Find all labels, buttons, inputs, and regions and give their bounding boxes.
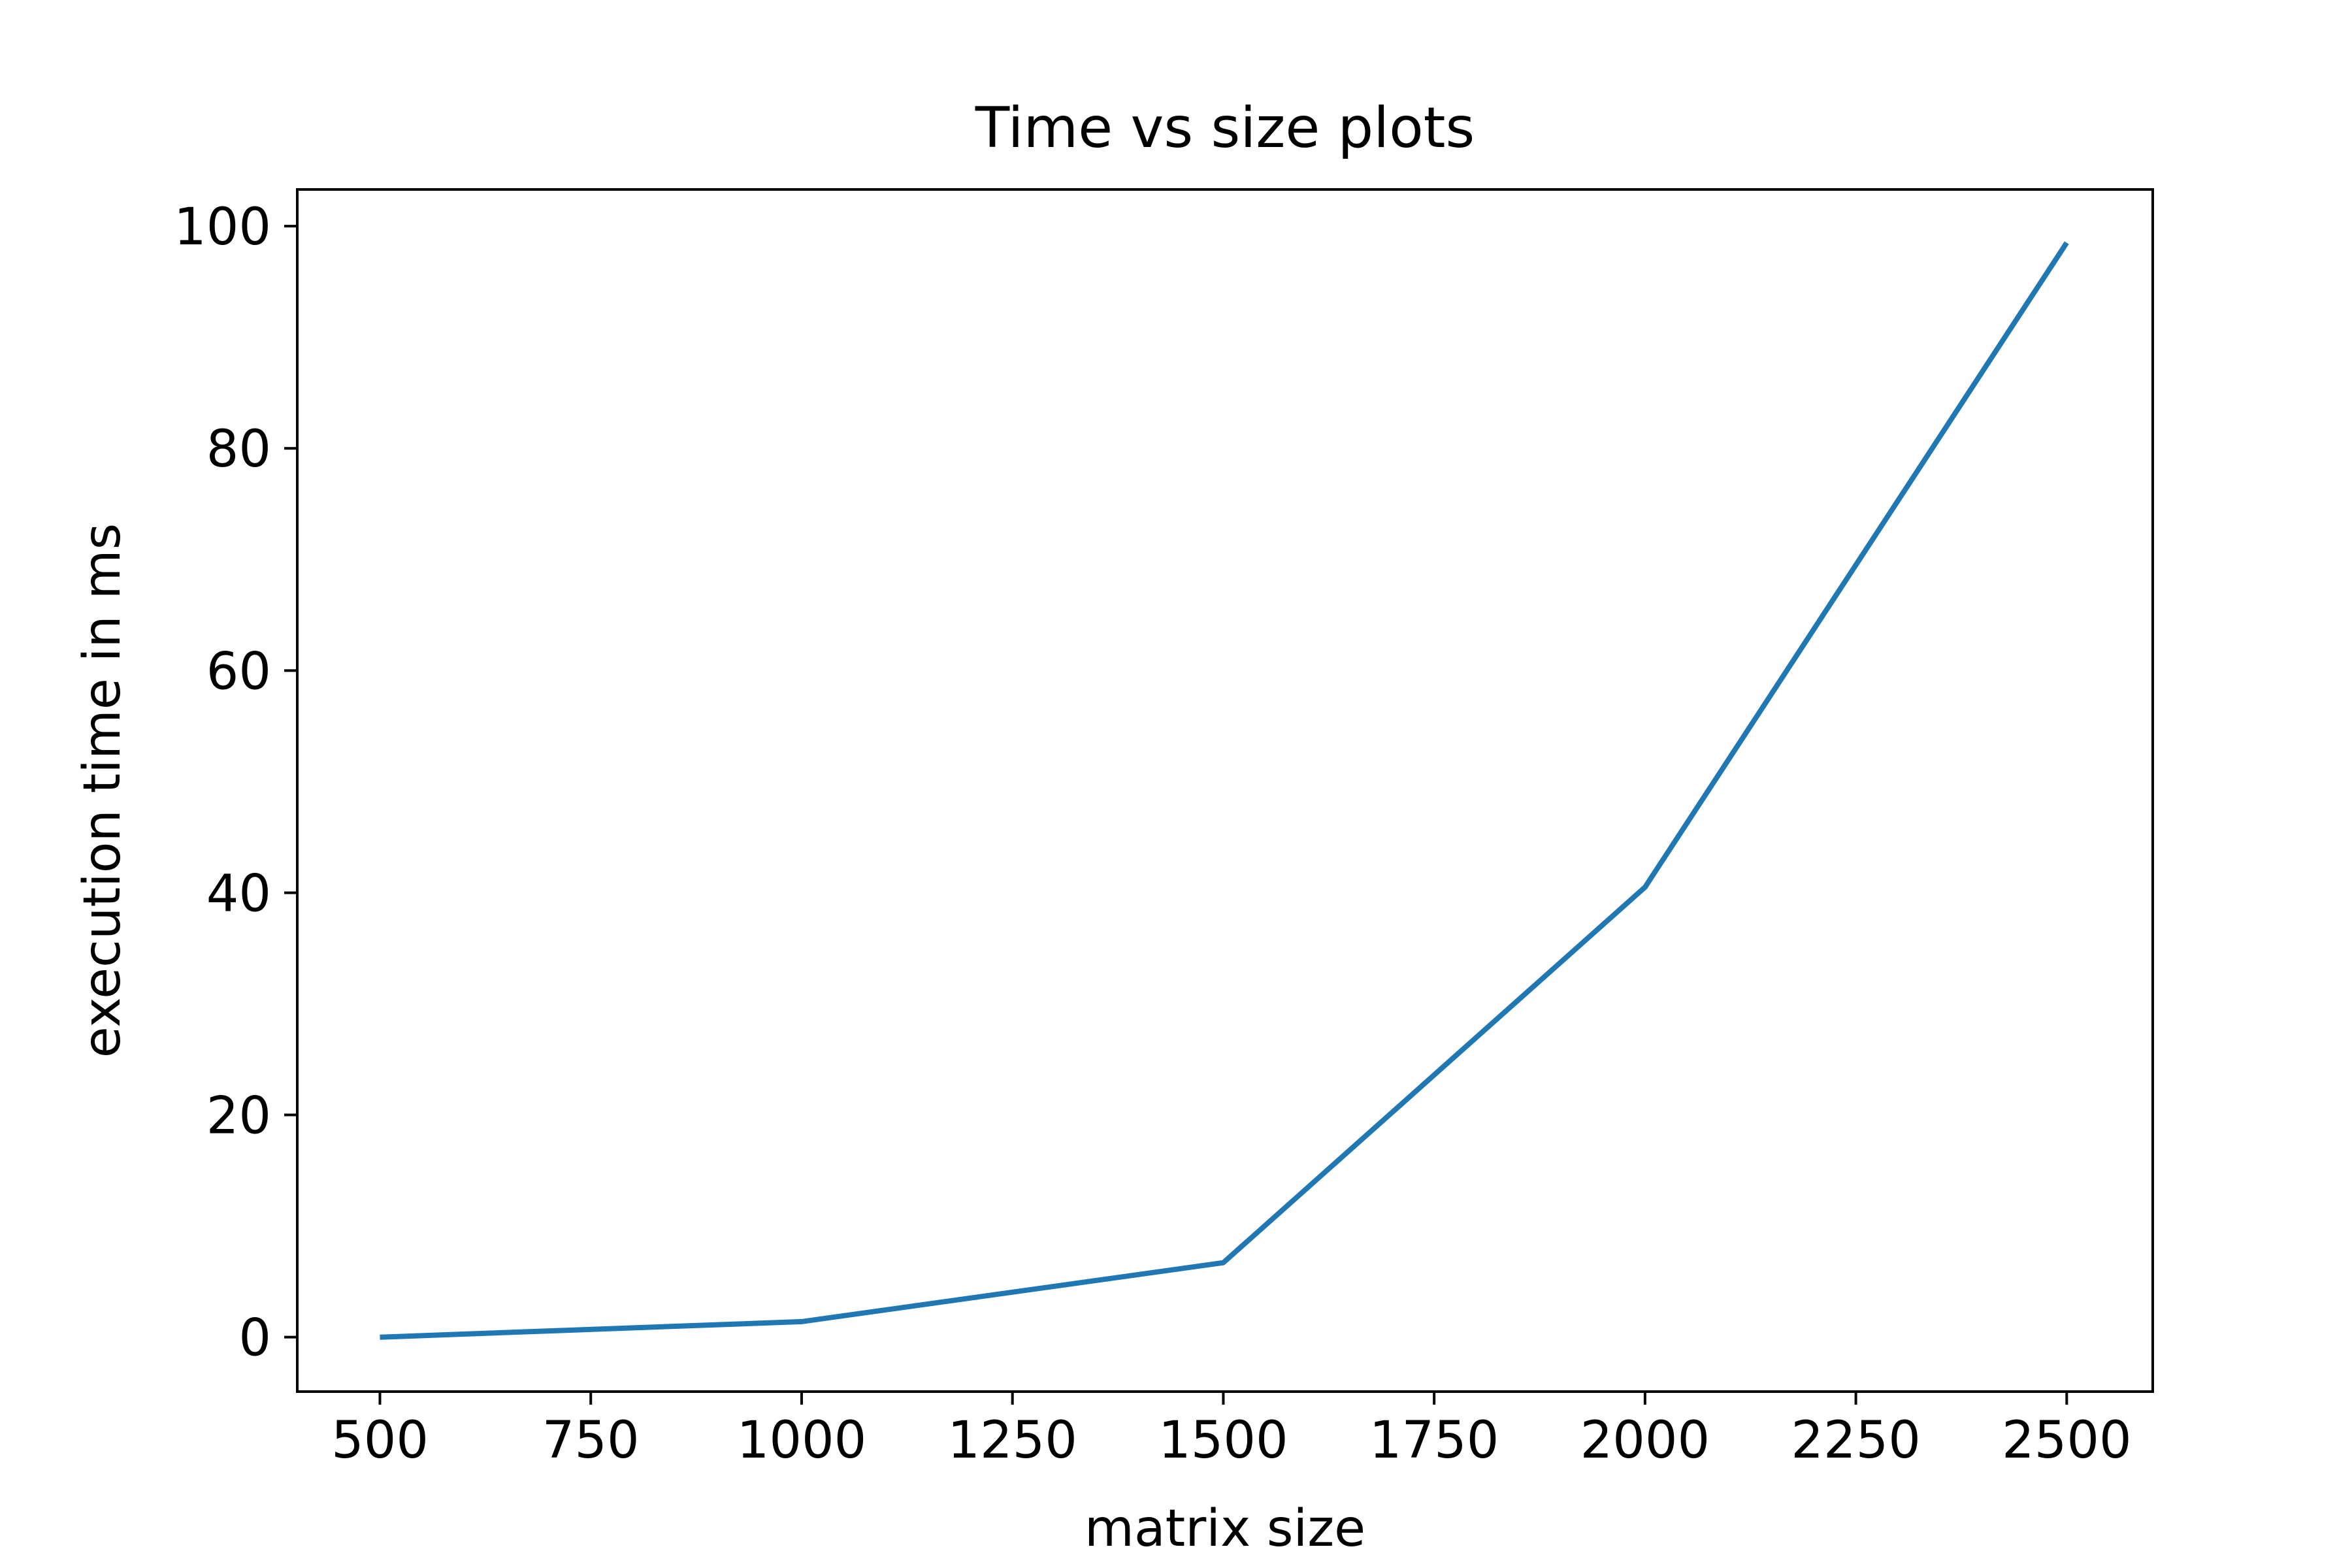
x-axis: 500 750 1000 1250 1500 1750 2000 2250 2500 <box>331 1392 2132 1470</box>
axes-frame <box>296 188 2154 1393</box>
x-tick-label: 2500 <box>2002 1411 2132 1470</box>
y-tick-label: 80 <box>206 420 271 479</box>
y-tick-label: 60 <box>206 642 271 701</box>
x-axis-label: matrix size <box>1085 1499 1365 1558</box>
x-tick-label: 1000 <box>737 1411 867 1470</box>
x-tick-label: 1500 <box>1158 1411 1288 1470</box>
y-tick-label: 0 <box>238 1309 271 1368</box>
x-tick-label: 500 <box>331 1411 429 1470</box>
y-tick-label: 20 <box>206 1087 271 1146</box>
x-tick-label: 1750 <box>1369 1411 1499 1470</box>
plot-area <box>380 241 2069 1340</box>
x-tick-label: 750 <box>542 1411 640 1470</box>
x-tick-label: 2250 <box>1791 1411 1921 1470</box>
y-tick-label: 100 <box>174 198 271 257</box>
chart-title: Time vs size plots <box>975 95 1475 161</box>
y-axis: 0 20 40 60 80 100 <box>174 198 297 1368</box>
y-axis-label: execution time in ms <box>73 523 132 1058</box>
x-tick-label: 1250 <box>947 1411 1077 1470</box>
y-tick-label: 40 <box>206 864 271 923</box>
x-tick-label: 2000 <box>1580 1411 1710 1470</box>
series-line <box>380 241 2069 1340</box>
